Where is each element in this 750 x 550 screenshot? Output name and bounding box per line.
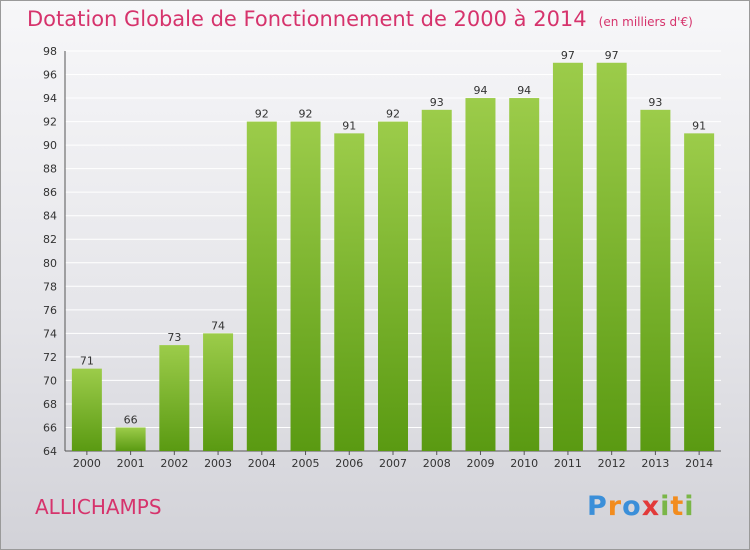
- axes: 64 66 68 70 72 74 76 78 80 82 84 86 88 90 92 94 96 98 2000…: [43, 45, 721, 470]
- y-tick-label: 86: [43, 186, 57, 199]
- chart-unit: (en milliers d'€): [598, 15, 693, 29]
- x-tick-label: 2006: [335, 457, 363, 470]
- bar-value-label: 92: [299, 108, 313, 121]
- x-tick-label: 2011: [554, 457, 582, 470]
- y-tick-label: 76: [43, 304, 57, 317]
- chart-title: Dotation Globale de Fonctionnement de 20…: [27, 7, 693, 31]
- bar-value-label: 66: [124, 413, 138, 426]
- bar: [378, 121, 408, 452]
- y-tick-label: 92: [43, 116, 57, 129]
- logo-letter: x: [641, 491, 661, 522]
- bar: [421, 109, 452, 451]
- logo-letter: i: [684, 491, 695, 522]
- bar-value-label: 97: [605, 49, 619, 62]
- bar: [596, 62, 627, 451]
- bar: [640, 109, 671, 451]
- bar-value-label: 97: [561, 49, 575, 62]
- logo-letter: r: [607, 491, 623, 522]
- y-tick-label: 72: [43, 351, 57, 364]
- logo-letter: t: [670, 491, 685, 522]
- x-tick-label: 2009: [466, 457, 494, 470]
- chart-title-text: Dotation Globale de Fonctionnement de 20…: [27, 7, 587, 31]
- bar: [203, 333, 234, 451]
- logo-letter: i: [660, 491, 671, 522]
- bar: [465, 98, 496, 451]
- bar-value-label: 94: [473, 84, 487, 97]
- y-tick-label: 94: [43, 92, 57, 105]
- x-tick-label: 2007: [379, 457, 407, 470]
- bar-value-label: 92: [386, 108, 400, 121]
- bar-value-label: 93: [430, 96, 444, 109]
- bar: [159, 345, 190, 451]
- x-tick-label: 2004: [248, 457, 276, 470]
- bar: [509, 98, 540, 451]
- y-tick-label: 84: [43, 210, 57, 223]
- x-tick-label: 2013: [641, 457, 669, 470]
- bar-value-label: 91: [692, 119, 706, 132]
- y-tick-label: 68: [43, 398, 57, 411]
- bar: [334, 133, 365, 451]
- y-tick-label: 64: [43, 445, 57, 458]
- commune-name: ALLICHAMPS: [35, 495, 162, 519]
- x-tick-label: 2001: [117, 457, 145, 470]
- bar-value-label: 93: [648, 96, 662, 109]
- y-tick-label: 90: [43, 139, 57, 152]
- logo-letter: P: [587, 491, 608, 522]
- y-tick-label: 98: [43, 45, 57, 58]
- x-tick-label: 2012: [598, 457, 626, 470]
- x-tick-label: 2005: [292, 457, 320, 470]
- proxiti-logo[interactable]: Proxiti: [587, 491, 695, 522]
- bar-value-label: 94: [517, 84, 531, 97]
- bar: [246, 121, 277, 452]
- x-tick-label: 2008: [423, 457, 451, 470]
- x-tick-label: 2003: [204, 457, 232, 470]
- bar-value-label: 74: [211, 319, 225, 332]
- logo-letter: o: [622, 491, 642, 522]
- bar-value-label: 73: [167, 331, 181, 344]
- x-tick-label: 2002: [160, 457, 188, 470]
- bars: 71 66 73 74 92 92 91 92 93 94 94 97 97 93 91: [71, 49, 715, 452]
- x-tick-label: 2014: [685, 457, 713, 470]
- bar: [290, 121, 321, 452]
- x-tick-label: 2010: [510, 457, 538, 470]
- bar-value-label: 91: [342, 119, 356, 132]
- y-tick-label: 82: [43, 233, 57, 246]
- bar-value-label: 92: [255, 108, 269, 121]
- bar: [552, 62, 583, 451]
- y-tick-label: 70: [43, 374, 57, 387]
- bar: [115, 427, 146, 451]
- bar: [684, 133, 715, 451]
- y-tick-label: 74: [43, 327, 57, 340]
- y-tick-label: 88: [43, 163, 57, 176]
- y-tick-label: 66: [43, 421, 57, 434]
- y-tick-label: 78: [43, 280, 57, 293]
- x-tick-label: 2000: [73, 457, 101, 470]
- y-tick-label: 80: [43, 257, 57, 270]
- bar: [71, 368, 102, 451]
- y-tick-label: 96: [43, 69, 57, 82]
- bar-value-label: 71: [80, 355, 94, 368]
